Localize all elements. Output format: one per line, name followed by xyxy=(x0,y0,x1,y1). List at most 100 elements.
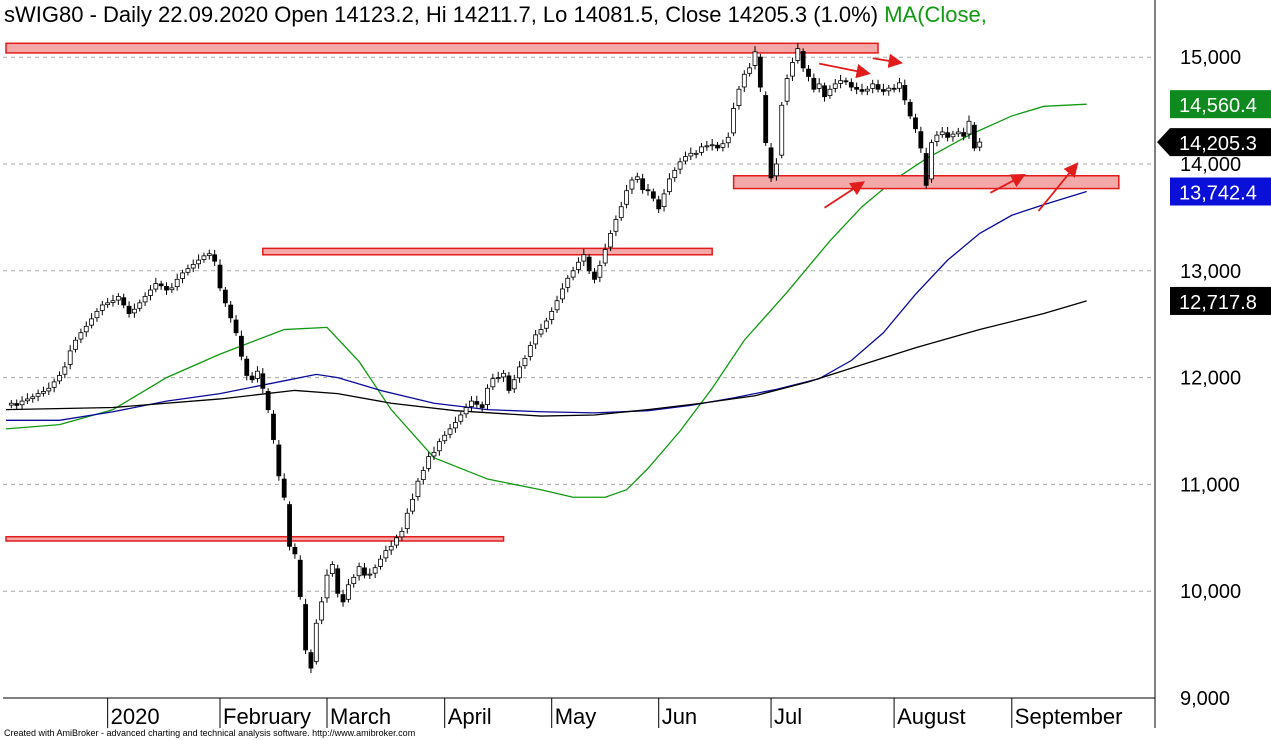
candle-body xyxy=(297,559,303,597)
candle-body xyxy=(222,289,228,304)
candle-body xyxy=(313,622,319,662)
candle-body xyxy=(774,163,779,177)
candle-body xyxy=(131,308,137,314)
price-badge-bg xyxy=(1170,286,1271,315)
candle-body xyxy=(308,652,314,669)
candle-body xyxy=(549,310,555,320)
candle-body xyxy=(650,191,656,199)
y-tick-label: 10,000 xyxy=(1180,581,1241,603)
candle-body xyxy=(228,304,234,319)
price-badge-bg xyxy=(1157,128,1271,157)
candle-body xyxy=(934,134,940,142)
candle-body xyxy=(854,87,860,90)
x-tick-label: February xyxy=(223,704,311,729)
candle-body xyxy=(174,278,180,288)
candle-body xyxy=(431,451,437,457)
candle-body xyxy=(597,265,603,278)
candle-body xyxy=(436,441,442,452)
candle-body xyxy=(736,88,742,106)
candle-body xyxy=(768,147,774,179)
candle-body xyxy=(180,272,185,279)
candle-body xyxy=(886,87,892,92)
candle-body xyxy=(452,422,458,429)
price-badge-label: 13,742.4 xyxy=(1179,183,1257,205)
candle-body xyxy=(415,480,421,497)
candle-body xyxy=(677,161,683,170)
x-tick-label: April xyxy=(448,704,492,729)
candle-body xyxy=(78,332,84,340)
candle-body xyxy=(586,256,592,272)
axes: 9,000 10,000 11,000 12,000 13,000 14,000 15,00… xyxy=(3,0,1241,729)
candle-body xyxy=(618,206,624,219)
candle-body xyxy=(265,391,271,411)
candle-body xyxy=(602,249,608,264)
candle-body xyxy=(495,377,501,380)
candle-body xyxy=(442,434,448,442)
candle-body xyxy=(89,318,94,326)
candle-body xyxy=(709,144,715,147)
candle-body xyxy=(629,179,635,190)
candle-body xyxy=(838,80,843,84)
y-tick-label: 11,000 xyxy=(1180,474,1240,496)
price-badges: 14,560.4 14,205.3 13,742.4 12,717.8 xyxy=(1157,90,1271,315)
candle-body xyxy=(715,144,720,149)
candle-body xyxy=(212,254,218,262)
price-badge-bg xyxy=(1170,177,1271,206)
candle-body xyxy=(907,101,913,117)
candle-body xyxy=(378,558,383,567)
candle-body xyxy=(19,400,25,406)
candle-body xyxy=(790,62,795,77)
ma-legend-label: MA(Close, xyxy=(884,2,987,27)
candle-body xyxy=(57,375,62,382)
y-tick-label: 14,000 xyxy=(1180,154,1241,176)
candle-body xyxy=(945,132,950,138)
candle-body xyxy=(383,550,389,559)
candle-body xyxy=(447,428,453,435)
candle-body xyxy=(913,117,918,130)
candle-body xyxy=(645,189,651,192)
x-tick-label: 2020 xyxy=(111,704,160,729)
candle-body xyxy=(137,302,143,309)
price-badge-bg xyxy=(1170,90,1271,119)
candle-body xyxy=(14,403,20,406)
candle-body xyxy=(458,414,464,422)
candle-body xyxy=(843,80,849,83)
annotation-arrow xyxy=(1037,162,1079,212)
candle-body xyxy=(897,82,902,89)
candle-body xyxy=(757,56,763,88)
candle-body xyxy=(388,545,394,551)
candle-body xyxy=(244,358,250,376)
candle-body xyxy=(8,402,14,406)
candle-body xyxy=(51,381,57,388)
candle-body xyxy=(656,199,662,210)
candle-body xyxy=(474,401,480,405)
candle-body xyxy=(881,89,886,92)
arrows xyxy=(819,53,1079,212)
candle-body xyxy=(763,95,769,144)
candle-body xyxy=(362,567,367,576)
candle-body xyxy=(479,404,485,408)
ma-line xyxy=(6,190,1087,421)
grid xyxy=(3,56,1155,699)
candle-body xyxy=(800,51,806,69)
x-tick-label: Jun xyxy=(662,704,697,729)
candle-body xyxy=(554,300,560,311)
y-tick-label: 15,000 xyxy=(1180,47,1241,69)
candle-body xyxy=(811,77,817,90)
candle-body xyxy=(864,88,870,92)
candle-body xyxy=(281,478,287,498)
candle-body xyxy=(356,566,362,577)
candle-body xyxy=(704,145,710,148)
price-badge-label: 14,560.4 xyxy=(1179,95,1257,117)
candle-body xyxy=(158,283,164,287)
candle-body xyxy=(340,594,346,603)
candle-body xyxy=(827,88,833,96)
candle-body xyxy=(148,289,153,296)
candle-body xyxy=(62,366,68,375)
candle-body xyxy=(260,373,266,389)
candle-body xyxy=(688,152,694,157)
candle-body xyxy=(335,568,341,594)
candle-body xyxy=(426,456,432,469)
candle-body xyxy=(693,152,699,155)
candle-body xyxy=(110,300,116,303)
